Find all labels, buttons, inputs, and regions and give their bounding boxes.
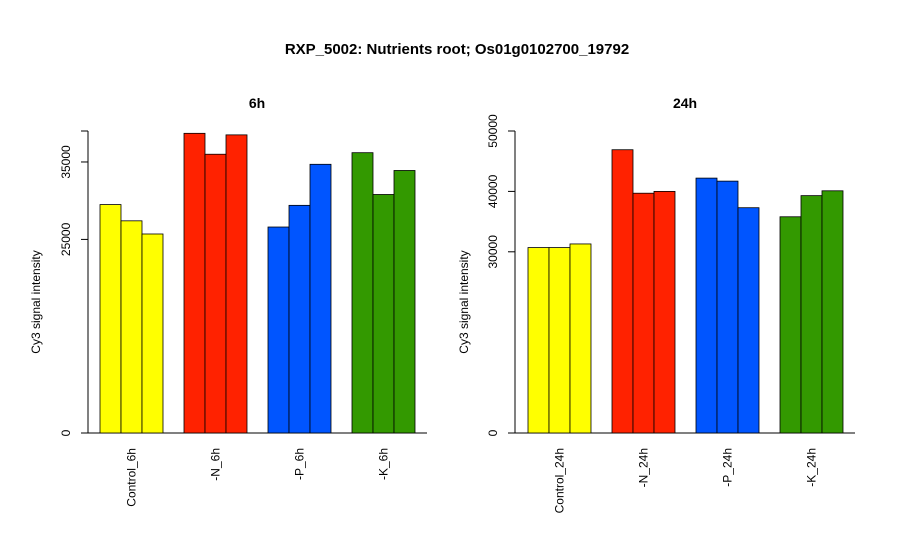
panel-title: 24h	[673, 95, 697, 111]
bar	[737, 207, 760, 434]
bar	[141, 233, 164, 434]
bar	[632, 192, 655, 434]
y-tick-label: 35000	[59, 145, 73, 179]
y-tick-label: 0	[59, 429, 73, 436]
bar	[99, 204, 122, 434]
bar	[695, 177, 718, 434]
chart-panel-2: 24h 0 30000 40000 50000 Cy3 signal intensity C…	[457, 95, 855, 513]
category-label: Control_24h	[553, 448, 567, 513]
y-axis-label: Cy3 signal intensity	[457, 250, 471, 353]
bar	[372, 194, 395, 434]
bar	[527, 247, 550, 434]
chart-panels: 6h 0 25000 35000 Cy3 signal intensity Control…	[29, 95, 855, 513]
category-label: -K_6h	[377, 448, 391, 480]
bar	[653, 190, 676, 434]
category-label: -P_24h	[721, 448, 735, 487]
bar	[309, 163, 332, 434]
bar	[204, 153, 227, 434]
y-tick-label: 40000	[486, 174, 500, 208]
bar	[393, 170, 416, 434]
panel-title: 6h	[249, 95, 265, 111]
category-label: Control_6h	[125, 448, 139, 507]
bar	[800, 195, 823, 434]
y-tick-label: 30000	[486, 235, 500, 269]
chart-panel-1: 6h 0 25000 35000 Cy3 signal intensity Control…	[29, 95, 427, 507]
y-tick-label: 25000	[59, 222, 73, 256]
bar	[821, 190, 844, 434]
category-label: -P_6h	[293, 448, 307, 480]
main-title: RXP_5002: Nutrients root; Os01g0102700_1…	[285, 41, 629, 58]
bar	[351, 152, 374, 434]
bar	[183, 132, 206, 434]
bar	[120, 220, 143, 434]
bar	[569, 243, 592, 434]
bar	[548, 247, 571, 434]
y-tick-label: 0	[486, 429, 500, 436]
category-label: -K_24h	[805, 448, 819, 487]
bar	[288, 204, 311, 434]
bar	[779, 216, 802, 434]
y-tick-label: 50000	[486, 114, 500, 148]
category-label: -N_6h	[209, 448, 223, 481]
category-label: -N_24h	[637, 448, 651, 487]
bar	[611, 149, 634, 434]
bar	[716, 180, 739, 434]
bar	[225, 134, 248, 434]
y-axis-label: Cy3 signal intensity	[29, 250, 43, 353]
bar	[267, 226, 290, 434]
